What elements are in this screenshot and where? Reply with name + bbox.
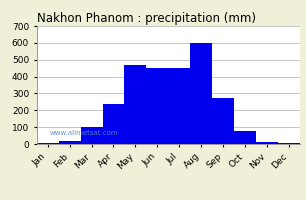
Bar <box>146 68 168 144</box>
Bar <box>234 131 256 144</box>
Text: Nakhon Phanom : precipitation (mm): Nakhon Phanom : precipitation (mm) <box>37 12 256 25</box>
Bar <box>59 141 80 144</box>
Bar <box>37 143 59 144</box>
Bar <box>256 142 278 144</box>
Bar <box>278 143 300 144</box>
Bar <box>168 68 190 144</box>
Bar <box>103 104 125 144</box>
Bar <box>190 43 212 144</box>
Bar <box>212 98 234 144</box>
Text: www.allmetsat.com: www.allmetsat.com <box>50 130 118 136</box>
Bar <box>80 127 103 144</box>
Bar <box>125 65 146 144</box>
